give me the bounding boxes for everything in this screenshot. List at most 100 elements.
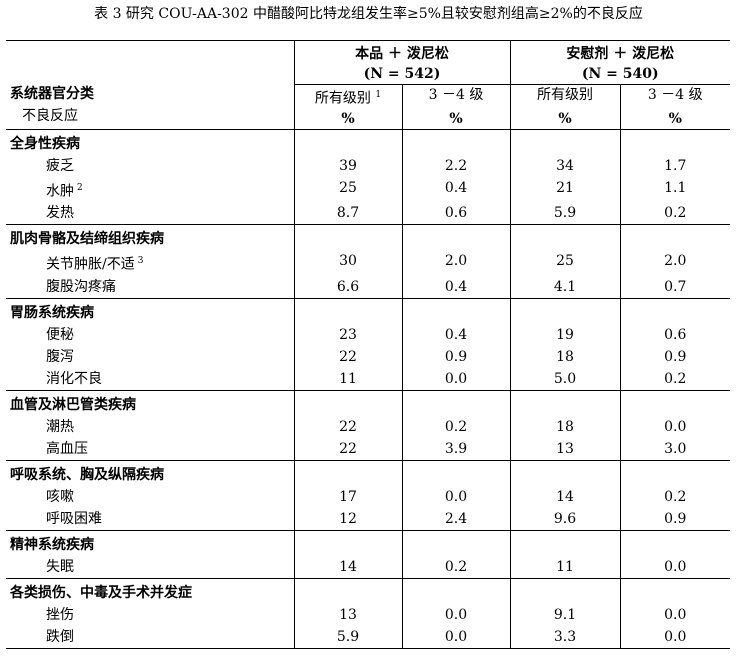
empty-cell	[401, 224, 510, 251]
category-row: 各类损伤、中毒及手术并发症	[6, 577, 730, 604]
category-label: 呼吸系统、胸及纵隔疾病	[6, 459, 294, 486]
table-row: 便秘 23 0.4 19 0.6	[6, 323, 730, 346]
value-cell: 17	[293, 485, 402, 508]
value-cell: 3.3	[509, 625, 620, 649]
reaction-name-cell: 腹股沟疼痛	[6, 276, 294, 299]
value-cell: 2.0	[401, 250, 510, 276]
unit-percent: %	[401, 108, 510, 130]
empty-cell	[293, 389, 402, 416]
table-row: 腹泻 22 0.9 18 0.9	[6, 345, 730, 368]
value-cell: 0.2	[401, 555, 510, 579]
empty-cell	[293, 459, 402, 486]
value-cell: 14	[293, 555, 402, 579]
reaction-name-cell: 失眠	[6, 556, 294, 579]
empty-cell	[619, 529, 730, 556]
reaction-name: 失眠	[46, 558, 74, 575]
group-drug-name: 本品 ＋ 泼尼松	[355, 46, 449, 62]
table-row: 咳嗽 17 0.0 14 0.2	[6, 485, 730, 508]
value-cell: 5.9	[509, 202, 620, 225]
unit-percent: %	[509, 108, 620, 130]
table-row: 潮热 22 0.2 18 0.0	[6, 415, 730, 438]
value-cell: 0.2	[619, 202, 730, 225]
category-label: 全身性疾病	[10, 135, 80, 152]
category-label: 精神系统疾病	[6, 529, 294, 556]
value-cell: 0.7	[619, 275, 730, 299]
value-cell: 5.0	[509, 367, 620, 391]
value-cell: 3.9	[401, 437, 510, 461]
value-cell: 0.9	[619, 507, 730, 531]
empty-cell	[509, 297, 620, 324]
adverse-reactions-table: 系统器官分类 不良反应 本品 ＋ 泼尼松 (N = 542) 安慰剂 ＋ 泼尼松…	[6, 40, 730, 649]
empty-cell	[293, 297, 402, 324]
value-cell: 0.0	[619, 415, 730, 438]
value-cell: 1.7	[619, 154, 730, 177]
value-cell: 5.9	[293, 625, 402, 649]
value-cell: 2.0	[619, 250, 730, 276]
value-cell: 2.4	[401, 507, 510, 531]
reaction-name-cell: 关节肿胀/不适 3	[6, 250, 294, 276]
reaction-name-cell: 高血压	[6, 438, 294, 461]
table-row: 疲乏 39 2.2 34 1.7	[6, 154, 730, 177]
reaction-name-cell: 发热	[6, 202, 294, 225]
value-cell: 6.6	[293, 275, 402, 299]
reaction-name: 消化不良	[46, 370, 102, 387]
category-row: 精神系统疾病	[6, 529, 730, 556]
reaction-name-cell: 挫伤	[6, 604, 294, 626]
value-cell: 23	[293, 323, 402, 346]
value-cell: 0.2	[619, 485, 730, 508]
reaction-name: 潮热	[46, 418, 74, 435]
category-label: 胃肠系统疾病	[6, 297, 294, 324]
unit-percent: %	[619, 108, 730, 130]
value-cell: 0.0	[401, 625, 510, 649]
table-row: 失眠 14 0.2 11 0.0	[6, 555, 730, 579]
value-cell: 11	[293, 367, 402, 391]
empty-cell	[293, 529, 402, 556]
value-cell: 0.6	[401, 202, 510, 225]
value-cell: 18	[509, 345, 620, 368]
reaction-name-cell: 跌倒	[6, 625, 294, 649]
value-cell: 18	[509, 415, 620, 438]
empty-cell	[401, 529, 510, 556]
empty-cell	[293, 224, 402, 251]
empty-cell	[509, 577, 620, 604]
footnote-marker: 2	[77, 182, 83, 193]
category-label: 肌肉骨骼及结缔组织疾病	[6, 224, 294, 251]
table-row: 跌倒 5.9 0.0 3.3 0.0	[6, 625, 730, 649]
subheader-all-grades-drug: 所有级别 1	[293, 83, 402, 109]
empty-cell	[619, 224, 730, 251]
value-cell: 14	[509, 485, 620, 508]
table-row: 水肿 2 25 0.4 21 1.1	[6, 176, 730, 203]
value-cell: 11	[509, 555, 620, 579]
reaction-name: 挫伤	[46, 606, 74, 623]
value-cell: 13	[293, 603, 402, 626]
value-cell: 3.0	[619, 437, 730, 461]
value-cell: 22	[293, 345, 402, 368]
value-cell: 19	[509, 323, 620, 346]
value-cell: 0.0	[401, 485, 510, 508]
category-row: 全身性疾病	[6, 129, 730, 155]
value-cell: 0.4	[401, 323, 510, 346]
value-cell: 0.2	[401, 415, 510, 438]
soc-header-label: 系统器官分类	[10, 85, 94, 102]
value-cell: 4.1	[509, 275, 620, 299]
category-row: 肌肉骨骼及结缔组织疾病	[6, 224, 730, 251]
reaction-name: 腹泻	[46, 348, 74, 365]
empty-cell	[509, 529, 620, 556]
value-cell: 9.6	[509, 507, 620, 531]
reaction-name-cell: 水肿 2	[6, 177, 294, 203]
reaction-header-label: 不良反应	[22, 107, 78, 124]
table-row: 呼吸困难 12 2.4 9.6 0.9	[6, 507, 730, 531]
reaction-name-cell: 潮热	[6, 416, 294, 438]
value-cell: 13	[509, 437, 620, 461]
value-cell: 0.2	[619, 367, 730, 391]
unit-percent: %	[293, 108, 402, 130]
table-row: 关节肿胀/不适 3 30 2.0 25 2.0	[6, 250, 730, 276]
value-cell: 30	[293, 250, 402, 276]
reaction-name: 水肿	[46, 183, 74, 200]
value-cell: 8.7	[293, 202, 402, 225]
category-label: 各类损伤、中毒及手术并发症	[6, 577, 294, 604]
category-label: 血管及淋巴管类疾病	[6, 389, 294, 416]
value-cell: 0.9	[401, 345, 510, 368]
table-row: 发热 8.7 0.6 5.9 0.2	[6, 202, 730, 225]
reaction-name-cell: 疲乏	[6, 155, 294, 177]
